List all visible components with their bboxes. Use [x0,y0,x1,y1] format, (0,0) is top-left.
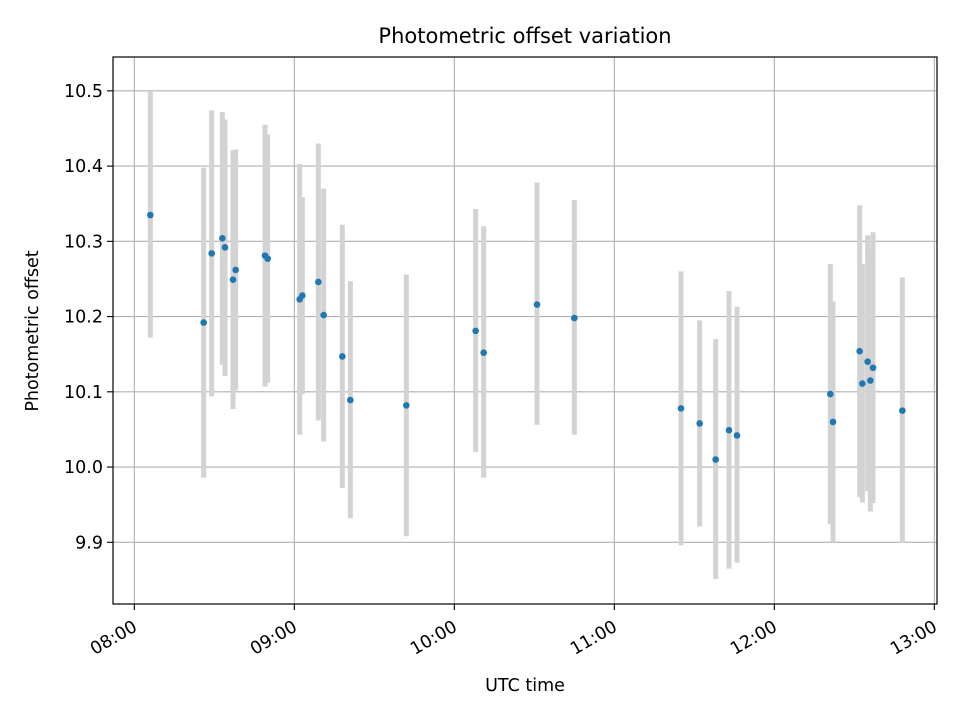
data-point [347,396,354,404]
y-tick-label: 10.2 [64,308,103,328]
data-point [864,358,871,366]
data-point [533,301,541,308]
y-axis: 9.9 10.0 10.1 10.2 10.3 10.4 10.5 [64,82,113,553]
data-point [677,405,685,412]
data-point [221,244,229,251]
data-point [232,266,239,274]
y-tick-label: 10.4 [64,157,103,177]
data-point [867,377,874,384]
data-point [472,327,479,335]
y-tick-label: 9.9 [75,533,103,553]
y-tick-label: 10.3 [64,232,103,252]
data-point [829,418,837,426]
data-point [571,314,578,322]
data-point [712,456,719,463]
data-point [264,255,271,262]
data-point [480,349,487,356]
data-point [856,347,863,355]
data-point [208,250,215,257]
data-point [733,432,741,439]
data-points [147,211,906,463]
y-tick-label: 10.0 [64,458,103,478]
data-point [696,420,703,427]
data-point [299,292,306,299]
data-point [229,276,237,284]
y-tick-label: 10.5 [64,82,103,102]
data-point [725,426,733,434]
y-axis-label: Photometric offset [23,250,43,411]
data-point [320,311,327,319]
data-point [869,364,877,372]
chart-title: Photometric offset variation [378,24,671,48]
y-tick-label: 10.1 [64,383,103,403]
data-point [315,278,322,286]
data-point [147,211,154,219]
data-point [899,407,906,414]
grid-lines [113,57,937,604]
data-point [200,319,207,326]
x-axis-label: UTC time [485,676,565,696]
data-point [859,380,866,387]
plot-frame [112,56,938,605]
data-point [827,390,834,398]
data-point [339,353,346,360]
data-point [403,402,410,409]
data-point [219,235,226,242]
